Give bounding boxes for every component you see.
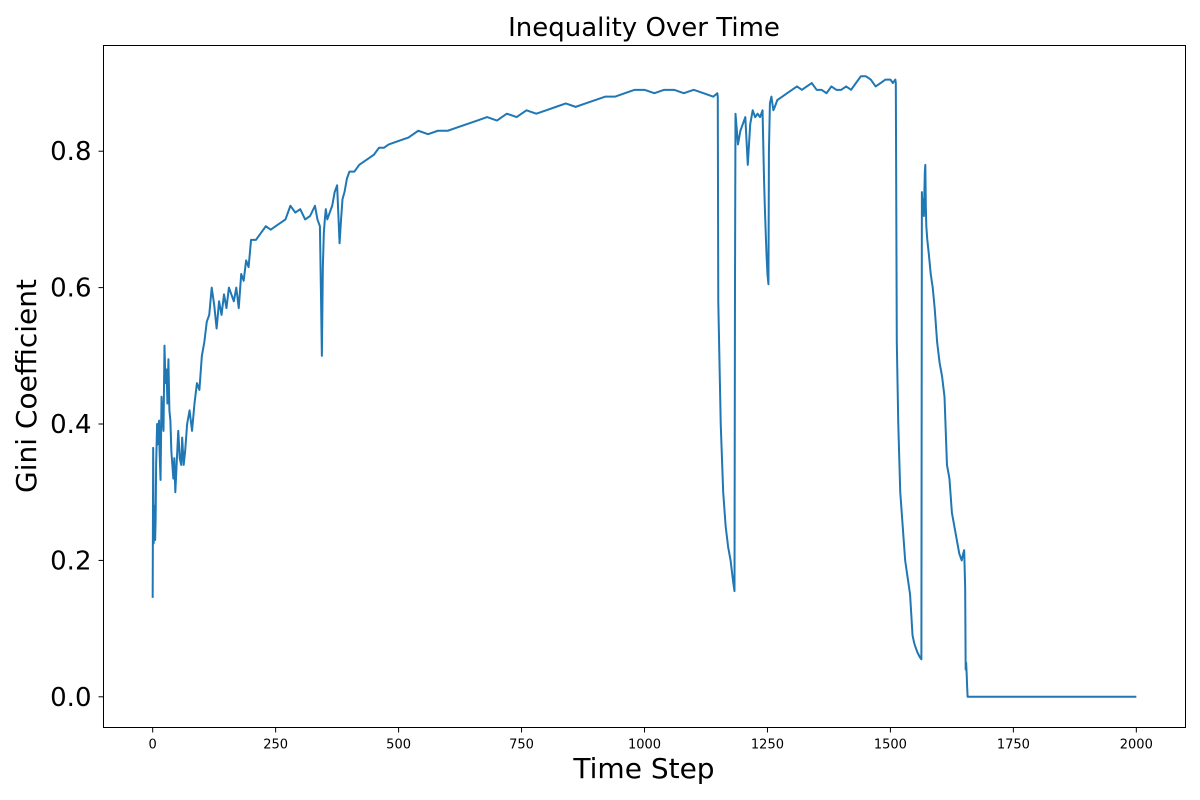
y-tick-label: 0.4 (50, 410, 91, 440)
x-tick-label: 750 (509, 738, 534, 753)
gini-series-line (151, 75, 1137, 698)
x-tick-label: 0 (149, 738, 157, 753)
x-tick-label: 500 (386, 738, 411, 753)
y-tick-label: 0.8 (50, 137, 91, 167)
y-tick-label: 0.2 (50, 546, 91, 576)
y-axis-label: Gini Coefficient (10, 279, 43, 493)
x-tick-label: 1000 (628, 738, 661, 753)
y-tick-label: 0.0 (50, 683, 91, 713)
x-tick-label: 1500 (874, 738, 907, 753)
chart-title: Inequality Over Time (508, 13, 780, 43)
x-axis-label: Time Step (572, 752, 714, 785)
y-tick-label: 0.6 (50, 274, 91, 304)
y-axis: 0.0 0.2 0.4 0.6 0.8 (50, 137, 104, 713)
plot-area (151, 75, 1137, 698)
x-tick-label: 1250 (751, 738, 784, 753)
x-axis: 0 250 500 750 1000 1250 1500 1750 2000 (149, 727, 1153, 753)
x-tick-label: 2000 (1120, 738, 1153, 753)
x-tick-label: 1750 (997, 738, 1030, 753)
x-tick-label: 250 (263, 738, 288, 753)
